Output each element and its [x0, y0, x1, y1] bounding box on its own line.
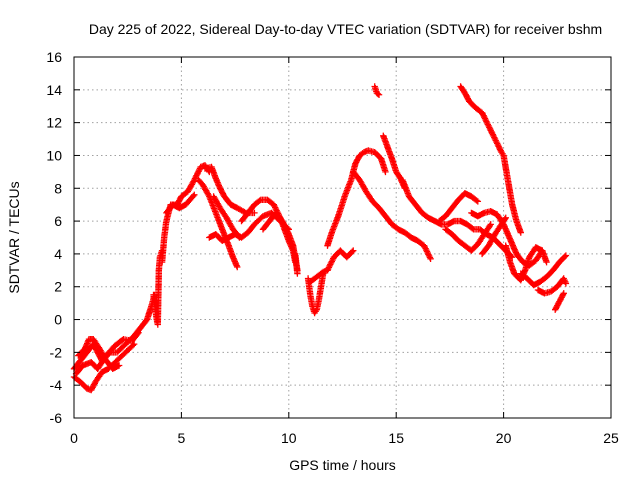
data-series-t29	[534, 275, 570, 297]
data-series-t17	[324, 247, 357, 274]
data-points-path	[304, 270, 327, 317]
data-points-path	[534, 275, 570, 297]
y-tick-label: 6	[54, 213, 62, 229]
x-tick-label: 20	[496, 430, 512, 446]
plot-frame	[73, 56, 612, 419]
data-points-path	[210, 193, 243, 241]
data-series-t19	[371, 83, 383, 98]
data-points-path	[478, 214, 509, 258]
data-series-t26	[478, 214, 509, 258]
data-series-t7	[195, 176, 241, 271]
data-series-t22	[436, 190, 482, 225]
data-points-path	[350, 168, 434, 263]
data-points-path	[552, 290, 567, 313]
x-tick-label: 10	[281, 430, 297, 446]
data-series-t10	[210, 193, 243, 241]
y-tick-label: -4	[50, 377, 63, 393]
x-tick-label: 25	[603, 430, 619, 446]
data-points-path	[324, 247, 357, 274]
x-tick-label: 15	[388, 430, 404, 446]
y-tick-label: -6	[50, 410, 63, 426]
data-points-path	[371, 83, 383, 98]
chart-title: Day 225 of 2022, Sidereal Day-to-day VTE…	[89, 21, 602, 37]
data-series-t21	[399, 176, 516, 261]
x-axis-label: GPS time / hours	[289, 457, 396, 473]
data-series-t3	[72, 329, 142, 377]
y-tick-label: 16	[46, 49, 62, 65]
y-tick-label: 4	[54, 246, 62, 262]
y-tick-label: -2	[50, 344, 63, 360]
data-points-path	[399, 176, 516, 261]
x-tick-label: 0	[70, 430, 78, 446]
grid-lines	[74, 57, 611, 418]
data-points-path	[195, 176, 241, 271]
data-points-path	[517, 252, 570, 289]
y-tick-label: 8	[54, 180, 62, 196]
data-series-t30	[552, 290, 567, 313]
data-series-t13	[292, 250, 301, 277]
y-tick-label: 0	[54, 312, 62, 328]
data-points-path	[436, 190, 482, 225]
data-series-t14	[304, 270, 327, 317]
data-series-t6	[163, 191, 198, 217]
data-series-t28	[517, 252, 570, 289]
y-tick-label: 14	[46, 82, 62, 98]
data-points-path	[442, 221, 494, 254]
y-tick-label: 2	[54, 279, 62, 295]
data-series-t24	[457, 83, 524, 236]
data-points-path	[292, 250, 301, 277]
data-points-path	[324, 147, 389, 249]
data-points-path	[163, 191, 198, 217]
data-series-t23	[442, 221, 494, 254]
data-points-path	[457, 83, 524, 236]
data-points	[70, 83, 570, 394]
y-tick-label: 10	[46, 147, 62, 163]
x-tick-label: 5	[178, 430, 186, 446]
axis-ticks: 0 5 10 15 20 25 -6 -4 -2 0 2 4 6 8 10 12 14 16	[46, 49, 619, 446]
data-points-path	[72, 329, 142, 377]
data-series-t16	[324, 147, 389, 249]
y-tick-label: 12	[46, 115, 62, 131]
y-axis-label: SDTVAR / TECUs	[6, 181, 22, 293]
data-series-t18	[350, 168, 434, 263]
